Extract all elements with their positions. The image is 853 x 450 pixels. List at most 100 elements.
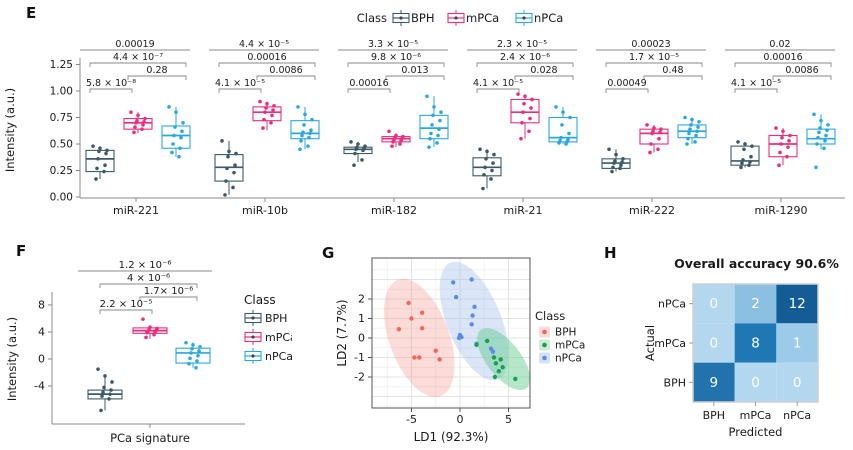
pvalue-label: 2.2 × 10⁻⁵ [100,299,153,310]
pvalue-label: 4 × 10⁻⁶ [127,273,170,284]
e-miR-221-BPH-point [102,169,106,174]
legend-key-dot [542,355,547,361]
legend-title: Class [535,309,565,323]
e-miR-21-mPCa-point [522,101,526,106]
e-miR-182-BPH-point [356,142,360,146]
f-nPCa-point [189,351,193,355]
significance-bracket [643,75,703,80]
pvalue-label: 1.7 × 10⁻⁵ [629,52,679,63]
significance-bracket [99,309,153,314]
e-miR-182-BPH-point [352,163,356,167]
x-category-label: miR-21 [504,204,543,217]
col-label: nPCa [783,409,811,422]
x-category-label: miR-221 [113,204,159,217]
scatter-point-BPH [396,327,402,332]
e-miR-182-nPCa-point [437,127,441,131]
e-miR-182-mPCa-point [390,144,394,148]
e-miR-222-BPH-point [621,157,625,161]
e-miR-21-nPCa-point [568,115,572,120]
e-miR-21-mPCa-point [521,110,525,114]
significance-bracket [347,62,445,67]
e-miR-222-nPCa-point [690,117,694,122]
e-miR-10b-mPCa-point [261,126,265,130]
e-miR-10b-nPCa-box [290,120,320,140]
e-miR-182-nPCa-point [432,105,436,109]
f-BPH-point [103,374,107,378]
e-miR-182-nPCa-point [429,131,433,136]
row-label: BPH [664,376,686,389]
f-nPCa-point [198,345,202,349]
e-miR-222-mPCa-point [656,147,660,152]
e-miR-222-BPH-point [618,166,622,171]
e-miR-221-nPCa-point [171,142,175,146]
e-miR-182-mPCa-point [387,129,391,134]
e-miR-222-nPCa-point [694,133,698,138]
e-miR-21-BPH-point [492,152,496,157]
pvalue-label: 4.1 × 10⁻⁵ [473,78,523,89]
row-label: mPCa [654,337,686,350]
e-miR-182-BPH-point [354,147,358,152]
y-tick-label: -2 [354,371,365,384]
e-miR-21-BPH-point [489,177,493,181]
e-miR-21-nPCa-point [559,135,563,140]
e-miR-10b-mPCa-point [263,110,267,114]
e-miR-10b-mPCa-point [258,99,262,104]
y-tick-label: 2 [358,293,365,306]
e-miR-221-nPCa-point [177,154,181,159]
e-miR-221-BPH-point [91,144,95,148]
e-miR-222-BPH-point [620,160,624,164]
e-miR-21-nPCa-point [554,105,558,109]
e-miR-21-BPH-point [481,186,485,191]
pvalue-label: 4.1 × 10⁻⁵ [215,78,265,89]
e-miR-21-BPH-point [491,161,495,165]
significance-bracket [139,296,198,301]
e-miR-21-nPCa-point [560,123,564,127]
e-miR-21-BPH-point [483,165,487,170]
e-miR-1290-nPCa-point [818,126,822,130]
e-miR-1290-nPCa-box [806,128,836,145]
e-miR-182-nPCa-point [428,136,432,141]
y-tick-label: 1 [358,312,365,325]
e-miR-222-nPCa-point [685,142,689,146]
f-mPCa-point [153,330,157,334]
e-miR-221-nPCa-point [174,110,178,114]
pvalue-label: 9.8 × 10⁻⁶ [371,52,421,63]
e-miR-222-mPCa-point [649,142,653,146]
e-miR-21-mPCa-point [529,106,533,110]
e-miR-182-nPCa-point [427,145,431,149]
y-tick-label: -1 [354,351,365,364]
e-miR-221-mPCa-point [141,123,145,127]
y-tick-label: -4 [34,380,45,393]
matrix-cell [693,362,735,402]
y-tick-label: 1.25 [50,59,73,71]
col-label: mPCa [740,409,772,422]
matrix-cell-value: 0 [793,375,802,391]
e-miR-222-BPH-point [614,152,618,157]
e-miR-21-mPCa-box [510,98,540,124]
y-tick-label: 1.00 [50,86,73,98]
pvalue-label: 0.00023 [631,39,670,50]
e-miR-10b-nPCa-point [301,130,305,135]
legend-boxplot-glyph [244,348,262,364]
significance-bracket [476,88,520,93]
e-miR-182-nPCa-point [431,113,435,118]
e-miR-10b-BPH-point [233,163,237,167]
e-miR-222-mPCa-point [658,130,662,135]
e-miR-21-mPCa-point [530,97,534,102]
e-miR-182-nPCa-box [419,114,449,140]
pvalue-label: 4.4 × 10⁻⁵ [239,39,289,50]
scatter-point-mPCa [513,376,518,382]
e-miR-222-mPCa-point [652,126,656,130]
x-category-label: miR-10b [242,204,288,217]
e-miR-10b-nPCa-point [303,112,307,117]
scatter-point-BPH [419,326,425,331]
panel-label-G: G [322,244,335,262]
e-miR-221-mPCa-point [140,127,144,131]
matrix-cell [693,323,735,363]
e-miR-221-mPCa-point [143,116,147,121]
e-miR-1290-mPCa-point [777,163,781,167]
e-miR-182-mPCa-point [398,142,402,146]
significance-bracket [605,62,703,67]
e-miR-221-nPCa-point [172,133,176,138]
legend-boxplot-glyph [244,310,262,326]
